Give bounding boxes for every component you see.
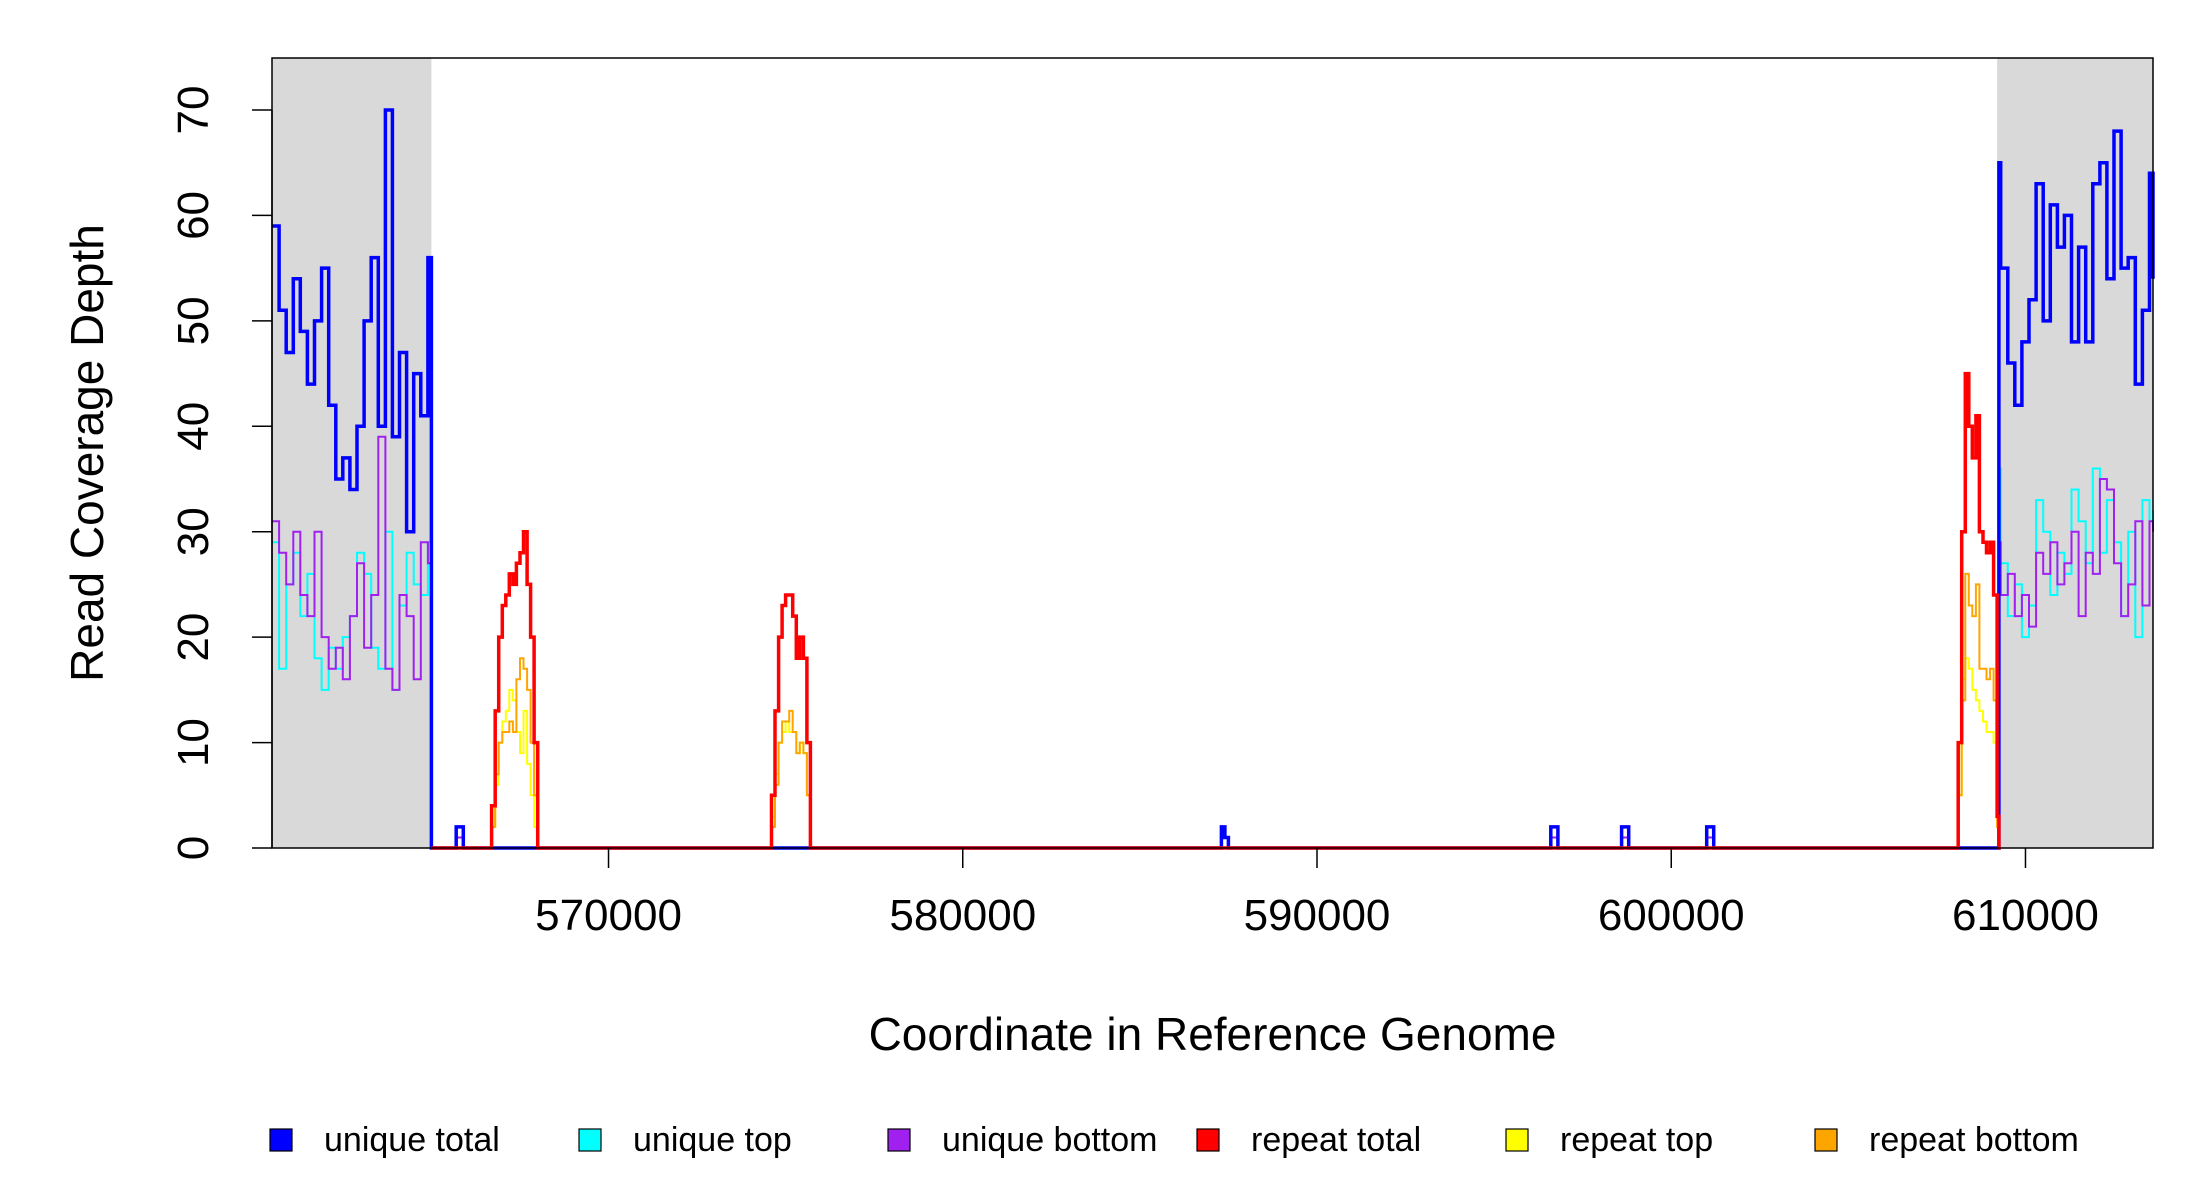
legend-label: repeat total <box>1251 1121 1421 1159</box>
y-axis-label: Read Coverage Depth <box>61 224 113 682</box>
legend: unique total unique top unique bottom repea… <box>269 1121 2079 1159</box>
x-tick-label: 610000 <box>1952 891 2099 940</box>
x-tick-label: 600000 <box>1598 891 1745 940</box>
shaded-region-1 <box>272 58 432 848</box>
shaded-regions <box>272 58 2153 848</box>
x-axis: 570000 580000 590000 600000 610000 <box>535 848 2099 940</box>
y-tick-label: 0 <box>169 836 218 860</box>
y-tick-label: 30 <box>169 507 218 556</box>
y-tick-label: 10 <box>169 718 218 767</box>
legend-swatch <box>887 1128 911 1152</box>
legend-swatch <box>1814 1128 1838 1152</box>
legend-swatch <box>1196 1128 1220 1152</box>
x-axis-label: Coordinate in Reference Genome <box>869 1008 1557 1060</box>
x-tick-label: 580000 <box>889 891 1036 940</box>
series-line-unique-top <box>272 467 2154 849</box>
y-tick-label: 40 <box>169 402 218 451</box>
legend-label: unique top <box>633 1121 792 1159</box>
series-line-repeat-total <box>431 371 2001 850</box>
legend-swatch <box>1505 1128 1529 1152</box>
shaded-region-2 <box>1997 58 2153 848</box>
series-line-unique-total <box>272 108 2155 850</box>
series-line-unique-bottom <box>272 435 2154 849</box>
y-axis: 0 10 20 30 40 50 60 70 <box>169 86 273 860</box>
series-group <box>272 108 2155 850</box>
legend-swatch <box>269 1128 293 1152</box>
y-tick-label: 60 <box>169 191 218 240</box>
x-tick-label: 590000 <box>1244 891 1391 940</box>
legend-label: unique total <box>324 1121 500 1159</box>
series-line-repeat-bottom <box>431 572 2001 849</box>
y-tick-label: 20 <box>169 613 218 662</box>
x-tick-label: 570000 <box>535 891 682 940</box>
y-tick-label: 70 <box>169 86 218 135</box>
legend-label: unique bottom <box>942 1121 1158 1159</box>
legend-label: repeat bottom <box>1869 1121 2079 1159</box>
legend-label: repeat top <box>1560 1121 1713 1159</box>
plot-frame <box>271 57 2154 849</box>
series-line-repeat-top <box>431 657 2001 849</box>
y-tick-label: 50 <box>169 296 218 345</box>
legend-swatch <box>578 1128 602 1152</box>
